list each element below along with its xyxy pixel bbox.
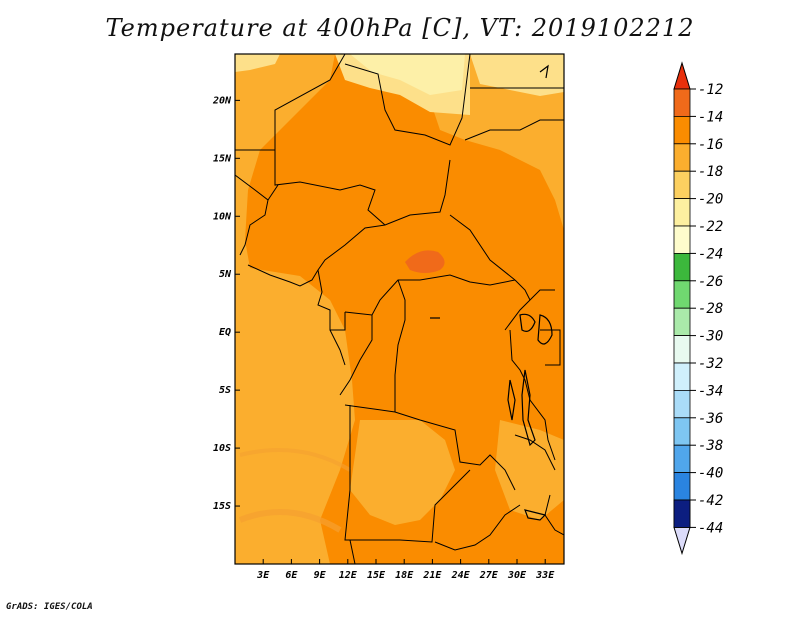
x-tick-label: 18E <box>395 570 414 581</box>
colorbar-label: -16 <box>698 137 723 153</box>
x-tick-label: 12E <box>339 570 358 581</box>
y-tick-label: 15S <box>213 501 231 512</box>
colorbar-swatch <box>673 225 691 254</box>
colorbar-label: -32 <box>698 356 723 372</box>
colorbar-swatch <box>673 252 691 282</box>
x-tick-label: 9E <box>314 570 327 581</box>
colorbar-swatch <box>673 143 691 172</box>
x-tick-label: 15E <box>367 570 386 581</box>
x-axis: 3E 6E 9E 12E 15E 18E 21E 24E 27E 30E 33E <box>256 559 555 581</box>
y-tick-label: 20N <box>212 95 232 106</box>
colorbar-label: -26 <box>698 274 723 290</box>
colorbar-swatch <box>673 389 691 419</box>
lakes <box>430 64 553 521</box>
colorbar-label: -36 <box>698 411 723 427</box>
colorbar-swatch <box>673 499 691 528</box>
colorbar-label: -42 <box>698 493 723 509</box>
temperature-field <box>235 54 564 564</box>
colorbar-label: -14 <box>698 109 723 125</box>
colorbar-label: -34 <box>698 383 723 399</box>
y-tick-label: 10S <box>213 443 231 454</box>
colorbar-swatch <box>673 307 691 337</box>
colorbar-swatch <box>673 472 691 501</box>
grads-credit: GrADS: IGES/COLA <box>6 602 93 612</box>
x-tick-label: 27E <box>479 570 499 581</box>
colorbar-swatch <box>673 116 691 145</box>
x-tick-label: 24E <box>451 570 471 581</box>
colorbar-label: -40 <box>698 466 723 482</box>
colorbar-swatch <box>673 335 691 364</box>
plot-frame <box>234 53 565 565</box>
x-tick-label: 33E <box>535 570 555 581</box>
y-tick-label: 5N <box>219 269 232 280</box>
x-tick-label: 21E <box>422 570 442 581</box>
colorbar-label: -30 <box>698 329 723 345</box>
colorbar-label: -20 <box>698 192 723 208</box>
x-tick-label: 3E <box>256 570 270 581</box>
y-axis: 20N 15N 10N 5N EQ 5S 10S 15S <box>212 95 240 512</box>
y-tick-label: 10N <box>213 211 232 222</box>
y-tick-label: 5S <box>219 385 231 396</box>
colorbar-label: -22 <box>698 219 723 235</box>
colorbar: -12 -14 -16 -18 -20 -22 -24 -26 -28 -30 -32 -34 -36 -… <box>673 61 723 556</box>
colorbar-swatch <box>673 170 691 199</box>
colorbar-swatch <box>673 88 691 117</box>
y-tick-label: EQ <box>219 327 231 338</box>
colorbar-swatch <box>673 362 691 391</box>
colorbar-label: -44 <box>698 520 723 536</box>
colorbar-swatch <box>673 280 691 309</box>
colorbar-label: -28 <box>698 301 723 317</box>
y-tick-label: 15N <box>213 153 232 164</box>
colorbar-label: -38 <box>698 438 723 454</box>
x-tick-label: 6E <box>285 570 298 581</box>
colorbar-label: -24 <box>698 246 723 262</box>
colorbar-swatch <box>673 417 691 446</box>
colorbar-label: -12 <box>698 82 723 98</box>
x-tick-label: 30E <box>507 570 527 581</box>
colorbar-swatch <box>673 198 691 227</box>
colorbar-top-arrow <box>673 61 691 90</box>
colorbar-label: -18 <box>698 164 723 180</box>
colorbar-swatch <box>673 444 691 474</box>
country-borders <box>235 54 564 564</box>
colorbar-bottom-arrow <box>673 526 691 556</box>
chart-title: Temperature at 400hPa [C], VT: 201910221… <box>105 14 695 42</box>
